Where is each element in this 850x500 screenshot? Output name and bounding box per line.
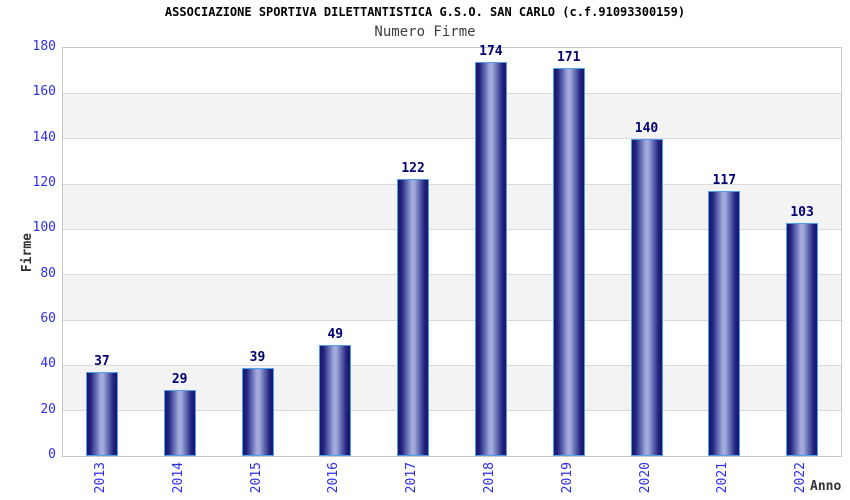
gridline bbox=[63, 274, 841, 276]
bar-value-label: 39 bbox=[249, 349, 266, 365]
plot-area: 37 29 39 49 122 174 171 140 117 103 bbox=[62, 43, 842, 457]
bar-2020 bbox=[630, 138, 663, 456]
x-tick-label: 2014 bbox=[170, 462, 186, 494]
x-tick-label: 2016 bbox=[326, 462, 342, 494]
x-tick-label: 2017 bbox=[404, 462, 420, 494]
y-tick-label: 20 bbox=[40, 401, 56, 417]
bar-value-label: 174 bbox=[479, 43, 503, 59]
y-tick-label: 40 bbox=[40, 356, 56, 372]
bar-2022 bbox=[786, 222, 819, 456]
gridline bbox=[63, 364, 841, 366]
bar-value-label: 49 bbox=[327, 326, 344, 342]
bar-value-label: 29 bbox=[171, 372, 188, 388]
bar-value-label: 171 bbox=[556, 50, 581, 66]
x-tick-label: 2013 bbox=[92, 462, 108, 494]
chart-title: ASSOCIAZIONE SPORTIVA DILETTANTISTICA G.… bbox=[164, 5, 686, 19]
bar-2017 bbox=[397, 179, 430, 456]
plot-band-gray bbox=[63, 93, 841, 139]
bar-2018 bbox=[474, 61, 507, 456]
y-tick-label: 180 bbox=[32, 39, 56, 54]
y-axis-title: Firme bbox=[20, 233, 35, 273]
y-tick-label: 140 bbox=[32, 129, 56, 145]
gridline bbox=[63, 92, 841, 94]
plot-band-white bbox=[63, 48, 841, 94]
y-tick-label: 80 bbox=[40, 265, 56, 281]
chart-subtitle: Numero Firme bbox=[374, 24, 476, 40]
bar-value-label: 140 bbox=[634, 120, 659, 136]
bar-value-label: 37 bbox=[94, 354, 110, 370]
y-tick-label: 160 bbox=[32, 84, 56, 100]
x-tick-label: 2022 bbox=[793, 462, 809, 494]
y-tick-label: 0 bbox=[48, 447, 56, 462]
bar-value-label: 122 bbox=[401, 161, 425, 177]
y-tick-label: 120 bbox=[32, 175, 56, 190]
bar-value-label: 117 bbox=[712, 172, 737, 188]
x-tick-label: 2021 bbox=[715, 462, 731, 494]
gridline bbox=[63, 228, 841, 230]
gridline bbox=[63, 410, 841, 412]
bar-2019 bbox=[552, 68, 585, 456]
gridline bbox=[63, 138, 841, 140]
bar-2014 bbox=[163, 390, 196, 456]
x-tick-label: 2020 bbox=[637, 462, 653, 494]
x-tick-label: 2018 bbox=[481, 462, 497, 494]
bar-2021 bbox=[708, 190, 741, 456]
y-tick-label: 60 bbox=[40, 311, 56, 326]
bar-value-label: 103 bbox=[790, 204, 814, 220]
bar-2013 bbox=[85, 372, 118, 456]
gridline bbox=[63, 183, 841, 185]
x-tick-label: 2015 bbox=[248, 462, 264, 494]
gridline bbox=[63, 319, 841, 321]
y-tick-label: 100 bbox=[32, 220, 56, 236]
bar-2016 bbox=[319, 344, 352, 456]
plot-band-white bbox=[63, 138, 841, 184]
x-tick-label: 2019 bbox=[559, 462, 575, 494]
x-axis-title: Anno bbox=[810, 479, 842, 494]
bar-2015 bbox=[241, 367, 274, 456]
